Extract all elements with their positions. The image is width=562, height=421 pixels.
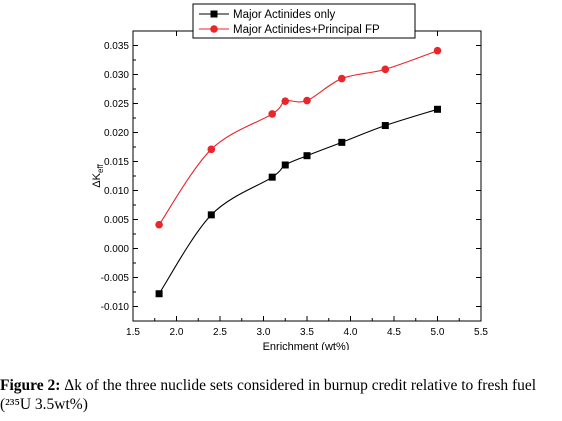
- figure-caption: Figure 2: Δk of the three nuclide sets c…: [0, 376, 560, 414]
- x-tick-label: 4.0: [344, 327, 358, 338]
- y-tick-label: 0.030: [104, 70, 129, 81]
- y-tick-label: -0.010: [101, 302, 130, 313]
- data-point: [433, 46, 442, 55]
- y-tick-label: 0.020: [104, 128, 129, 139]
- x-tick-label: 3.5: [300, 327, 314, 338]
- legend-label: Major Actinides+Principal FP: [233, 24, 380, 36]
- axes-frame: [132, 30, 482, 322]
- data-point: [281, 161, 289, 169]
- chart: 1.5 2.0 2.5 3.0 3.5 4.0 4.5 5.0 5.5 0.0350.0300.…: [91, 3, 488, 350]
- data-point: [155, 220, 163, 229]
- legend: Major Actinides only Major Actinides+Prin…: [192, 3, 416, 39]
- x-tick-label: 3.0: [257, 327, 271, 338]
- y-axis: 0.035 0.030 0.025 0.020 0.015 0.010 0.005 0.000…: [101, 41, 481, 313]
- data-point: [268, 110, 277, 118]
- series-1: [155, 46, 442, 229]
- legend-marker: [210, 10, 218, 18]
- data-point: [281, 97, 290, 105]
- data-point: [381, 122, 389, 130]
- y-tick-label: 0.005: [104, 215, 129, 226]
- data-point: [303, 96, 311, 105]
- y-tick-label: 0.025: [104, 99, 129, 110]
- x-tick-label: 2.5: [213, 327, 227, 338]
- legend-marker: [210, 25, 218, 33]
- y-axis-title: ΔKeff: [91, 164, 105, 188]
- x-tick-label: 1.5: [126, 327, 140, 338]
- y-tick-label: 0.000: [104, 244, 129, 255]
- x-tick-label: 2.0: [170, 327, 184, 338]
- y-axis-title-sub: eff: [96, 164, 105, 174]
- caption-text: Δk of the three nuclide sets considered …: [0, 377, 537, 413]
- x-axis-title: Enrichment (wt%): [263, 341, 350, 350]
- y-axis-title-main: ΔK: [91, 172, 103, 187]
- data-point: [207, 211, 215, 219]
- caption-label: Figure 2:: [0, 377, 61, 394]
- data-point: [338, 138, 346, 146]
- legend-label: Major Actinides only: [233, 9, 336, 21]
- data-point: [268, 173, 276, 181]
- data-point: [303, 152, 311, 160]
- y-tick-label: -0.005: [101, 273, 130, 284]
- x-tick-label: 5.5: [474, 327, 488, 338]
- series-line: [158, 50, 438, 226]
- x-tick-label: 4.5: [387, 327, 401, 338]
- data-point: [434, 105, 441, 113]
- series-0: [155, 105, 441, 298]
- y-tick-label: 0.010: [104, 186, 129, 197]
- data-point: [381, 65, 390, 74]
- data-point: [207, 145, 216, 154]
- x-tick-label: 5.0: [431, 327, 445, 338]
- plot-area: [155, 46, 442, 298]
- data-point: [155, 290, 163, 298]
- y-tick-label: 0.035: [104, 41, 129, 52]
- series-line: [158, 108, 438, 295]
- data-point: [338, 74, 346, 83]
- legend-box: [192, 3, 416, 39]
- y-tick-label: 0.015: [104, 157, 129, 168]
- plot-frame: [132, 30, 482, 322]
- x-axis: 1.5 2.0 2.5 3.0 3.5 4.0 4.5 5.0 5.5: [126, 31, 488, 338]
